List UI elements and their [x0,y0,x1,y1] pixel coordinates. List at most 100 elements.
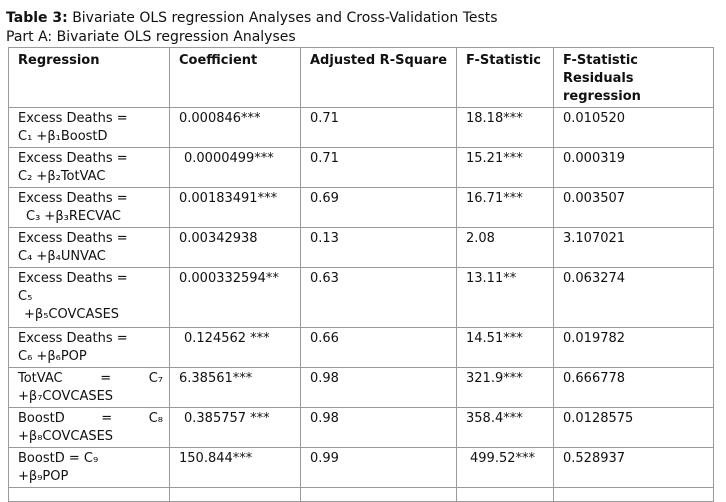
table-row: Excess Deaths = C₁ +β₁BoostD 0.000846***… [8,107,714,148]
regression-line: +β₅COVCASES [24,307,120,322]
coefficient-cell: 0.000846*** [169,107,301,148]
regression-line: C₁ +β₁BoostD [18,129,108,144]
regression-cell: Excess Deaths = C₂ +β₂TotVAC [8,147,170,188]
regression-cell: Excess Deaths = C₄ +β₄UNVAC [8,227,170,268]
f-statistic-residuals-cell: 0.003507 [553,187,714,228]
f-statistic-cell: 13.11** [456,267,554,328]
coefficient-cell: 6.38561*** [169,367,301,408]
adjusted-r-square-cell: 0.66 [300,327,457,368]
f-statistic-cell: 321.9*** [456,367,554,408]
coefficient-cell: 0.385757 *** [169,407,301,448]
f-statistic-value: 499.52*** [470,451,535,466]
adjusted-r-square-cell: 0.99 [300,447,457,488]
coefficient-cell: 150.844*** [169,447,301,488]
f-statistic-residuals-cell: 0.528937 [553,447,714,488]
table-row: Excess Deaths = C₆ +β₆POP 0.124562 *** 0… [8,327,714,368]
regression-line: C₂ +β₂TotVAC [18,169,106,184]
regression-line: C₆ +β₆POP [18,349,87,364]
table-row: Excess Deaths = C₄ +β₄UNVAC 0.00342938 0… [8,227,714,268]
regression-term: BoostD [18,411,65,426]
table-row: TotVAC = C₇ +β₇COVCASES 6.38561*** 0.98 … [8,367,714,408]
regression-cell: TotVAC = C₇ +β₇COVCASES [8,367,170,408]
regression-line: BoostD = C₈ [18,410,169,428]
adjusted-r-square-cell: 0.13 [300,227,457,268]
regression-line: Excess Deaths = [18,111,128,126]
f-statistic-cell: 14.51*** [456,327,554,368]
coefficient-cell: 0.00342938 [169,227,301,268]
f-statistic-cell: 15.21*** [456,147,554,188]
regression-equals: = [100,371,112,386]
coefficient-cell: 0.00183491*** [169,187,301,228]
empty-cell [169,487,301,502]
f-statistic-cell: 16.71*** [456,187,554,228]
regression-line: +β₇COVCASES [18,389,114,404]
table-row-empty [8,487,714,502]
empty-cell [8,487,170,502]
regression-line: Excess Deaths = [18,151,128,166]
header-coefficient: Coefficient [169,47,301,108]
regression-line: Excess Deaths = [18,331,128,346]
f-statistic-residuals-cell: 0.000319 [553,147,714,188]
empty-cell [553,487,714,502]
regression-line: +β₈COVCASES [18,429,114,444]
coefficient-cell: 0.000332594** [169,267,301,328]
f-statistic-residuals-cell: 0.010520 [553,107,714,148]
adjusted-r-square-cell: 0.63 [300,267,457,328]
regression-line: C₅ [18,289,33,304]
f-statistic-residuals-cell: 0.666778 [553,367,714,408]
header-regression: Regression [8,47,170,108]
adjusted-r-square-cell: 0.71 [300,107,457,148]
header-adjusted-r-square: Adjusted R-Square [300,47,457,108]
table-row: Excess Deaths = C₂ +β₂TotVAC 0.0000499**… [8,147,714,188]
regression-cell: Excess Deaths = C₅ +β₅COVCASES [8,267,170,328]
header-f-statistic-residuals: F-Statistic Residuals regression [553,47,714,108]
empty-cell [300,487,457,502]
adjusted-r-square-cell: 0.98 [300,407,457,448]
table-row: Excess Deaths = C₃ +β₃RECVAC 0.00183491*… [8,187,714,228]
part-title: Part A: Bivariate OLS regression Analyse… [6,29,296,45]
regression-cell: Excess Deaths = C₃ +β₃RECVAC [8,187,170,228]
regression-line: TotVAC = C₇ [18,370,169,388]
f-statistic-residuals-cell: 0.063274 [553,267,714,328]
regression-equals: = [101,411,113,426]
coefficient-cell: 0.0000499*** [169,147,301,188]
f-statistic-cell: 18.18*** [456,107,554,148]
regression-cell: BoostD = C₈ +β₈COVCASES [8,407,170,448]
empty-cell [456,487,554,502]
coefficient-cell: 0.124562 *** [169,327,301,368]
table-row: BoostD = C₉ +β₉POP 150.844*** 0.99 499.5… [8,447,714,488]
table-row: Excess Deaths = C₅ +β₅COVCASES 0.0003325… [8,267,714,328]
adjusted-r-square-cell: 0.71 [300,147,457,188]
regression-cell: Excess Deaths = C₁ +β₁BoostD [8,107,170,148]
coefficient-value: 0.0000499*** [184,151,274,166]
f-statistic-residuals-cell: 3.107021 [553,227,714,268]
regression-term: TotVAC [18,371,63,386]
table-caption: Table 3: Bivariate OLS regression Analys… [6,10,498,26]
f-statistic-residuals-cell: 0.0128575 [553,407,714,448]
adjusted-r-square-cell: 0.98 [300,367,457,408]
regression-line: Excess Deaths = [18,271,128,286]
regression-cell: Excess Deaths = C₆ +β₆POP [8,327,170,368]
regression-line: C₄ +β₄UNVAC [18,249,106,264]
f-statistic-cell: 499.52*** [456,447,554,488]
table-label: Table 3: [6,10,68,26]
coefficient-value: 0.385757 *** [184,411,270,426]
adjusted-r-square-cell: 0.69 [300,187,457,228]
regression-table: Regression Coefficient Adjusted R-Square… [8,47,714,502]
table-header-row: Regression Coefficient Adjusted R-Square… [8,47,714,108]
regression-term: C₈ [148,411,163,426]
coefficient-value: 0.124562 *** [184,331,270,346]
regression-term: C₇ [148,371,163,386]
regression-line: Excess Deaths = [18,191,128,206]
regression-line: BoostD = C₉ [18,451,99,466]
header-f-statistic: F-Statistic [456,47,554,108]
regression-line: +β₉POP [18,469,69,484]
regression-line: C₃ +β₃RECVAC [26,209,121,224]
regression-cell: BoostD = C₉ +β₉POP [8,447,170,488]
f-statistic-cell: 358.4*** [456,407,554,448]
regression-line: Excess Deaths = [18,231,128,246]
f-statistic-residuals-cell: 0.019782 [553,327,714,368]
f-statistic-cell: 2.08 [456,227,554,268]
table-title: Bivariate OLS regression Analyses and Cr… [72,10,498,26]
table-row: BoostD = C₈ +β₈COVCASES 0.385757 *** 0.9… [8,407,714,448]
